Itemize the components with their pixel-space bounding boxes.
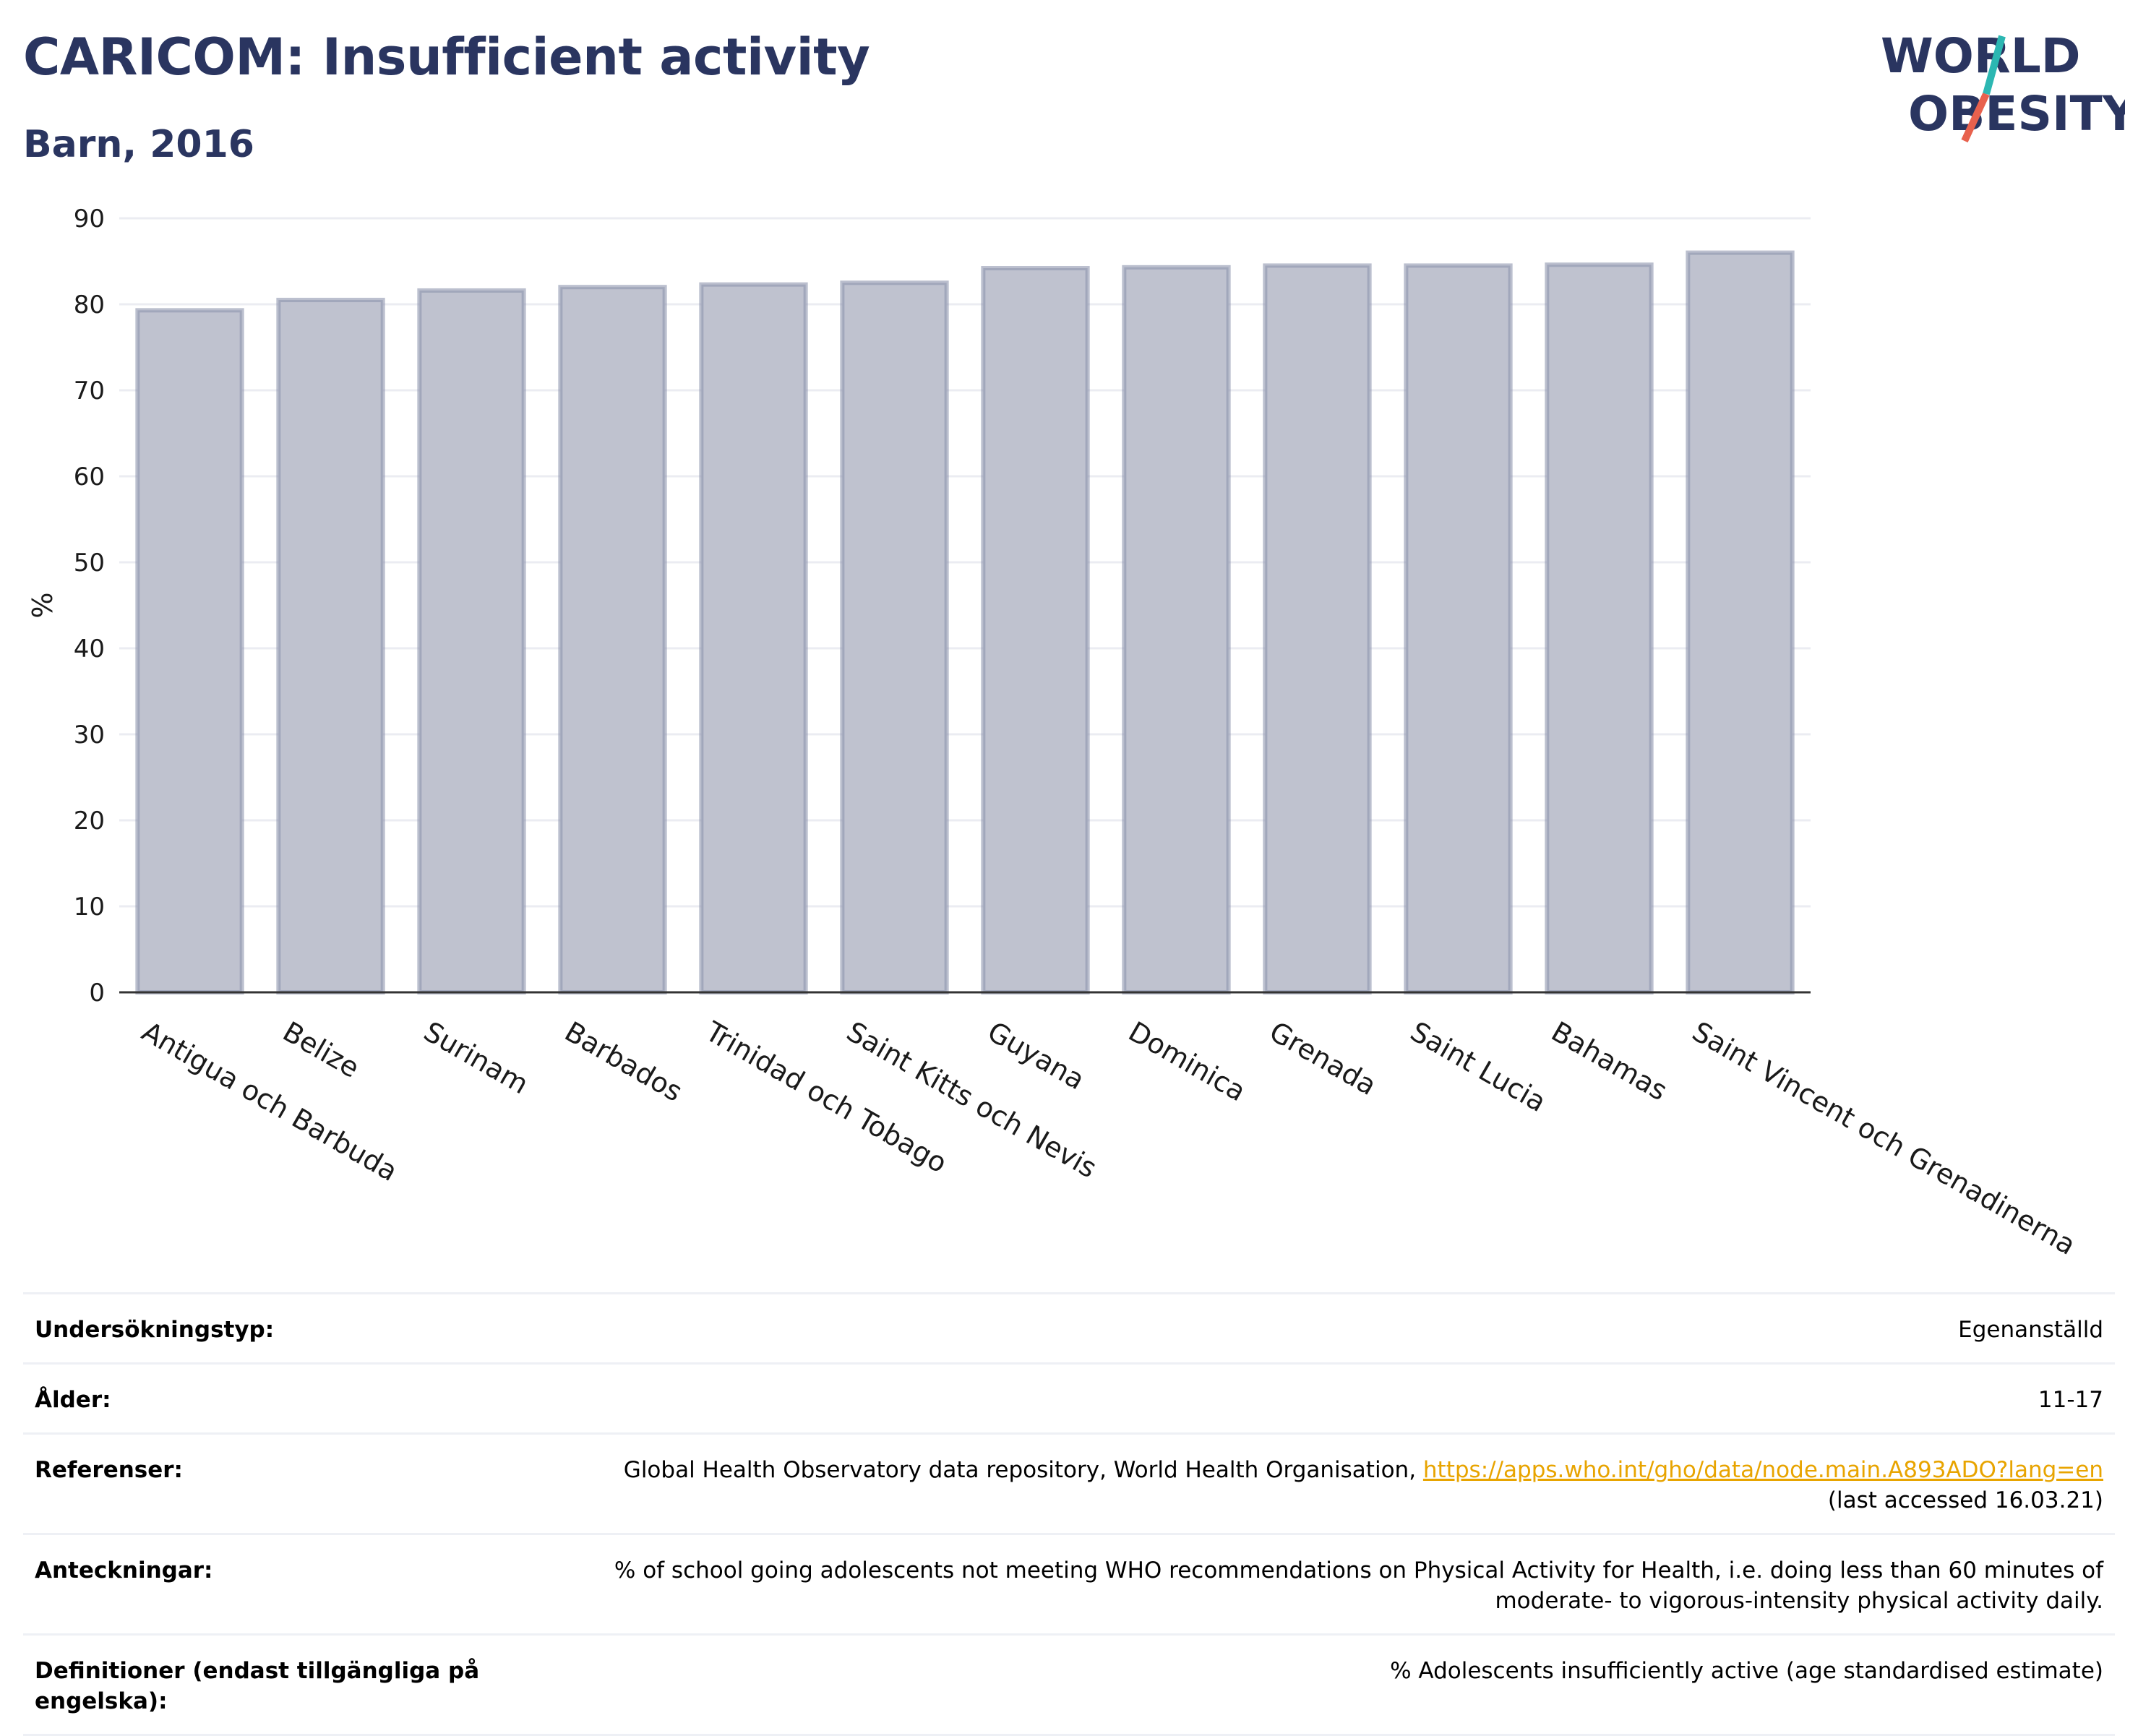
logo-line1: WORLD: [1881, 28, 2081, 84]
reference-text: Global Health Observatory data repositor…: [623, 1457, 1417, 1483]
bar[interactable]: [1545, 262, 1654, 994]
grid-lines: [119, 217, 1811, 908]
reference-link[interactable]: https://apps.who.int/gho/data/node.main.…: [1422, 1457, 2103, 1483]
y-tick-label: 80: [74, 291, 105, 319]
x-tick-label: Antigua och Barbuda: [137, 1015, 403, 1187]
info-row-age: Ålder: 11-17: [23, 1362, 2115, 1432]
x-tick-label: Surinam: [418, 1015, 534, 1100]
chart-subtitle: Barn, 2016: [23, 123, 254, 166]
info-row-references: Referenser: Global Health Observatory da…: [23, 1432, 2115, 1533]
y-tick-label: 0: [89, 979, 105, 1007]
bar[interactable]: [1404, 263, 1513, 994]
x-tick-label: Saint Vincent och Grenadinerna: [1687, 1015, 2081, 1261]
info-key: Undersökningstyp:: [35, 1317, 275, 1343]
info-key: Anteckningar:: [35, 1557, 213, 1584]
bar[interactable]: [1122, 265, 1231, 994]
bar[interactable]: [1263, 263, 1372, 994]
x-tick-label: Guyana: [982, 1015, 1090, 1096]
info-key: Ålder:: [35, 1387, 111, 1413]
bar[interactable]: [981, 266, 1090, 994]
info-row-survey-type: Undersökningstyp: Egenanställd: [23, 1292, 2115, 1362]
bar[interactable]: [699, 282, 808, 994]
x-tick-label: Saint Kitts och Nevis: [841, 1015, 1102, 1185]
info-table: Undersökningstyp: Egenanställd Ålder: 11…: [23, 1292, 2115, 1736]
y-tick-label: 50: [74, 549, 105, 577]
logo-slash-teal: [1983, 35, 2006, 95]
info-key: Referenser:: [35, 1457, 183, 1483]
bar[interactable]: [135, 308, 244, 994]
bar[interactable]: [1686, 250, 1795, 995]
x-tick-label: Trinidad och Tobago: [700, 1015, 952, 1179]
x-tick-label: Bahamas: [1546, 1015, 1673, 1107]
chart-title: CARICOM: Insufficient activity: [23, 27, 870, 87]
bar[interactable]: [417, 288, 526, 994]
y-tick-label: 30: [74, 721, 105, 749]
info-key: Definitioner (endast tillgängliga på eng…: [35, 1658, 480, 1714]
info-value: 11-17: [2038, 1387, 2103, 1413]
y-axis-ticks: 0 10 20 30 40 50 60 70 80 90: [74, 205, 105, 1007]
info-row-notes: Anteckningar: % of school going adolesce…: [23, 1533, 2115, 1633]
info-value: Egenanställd: [1958, 1317, 2103, 1343]
info-value: Global Health Observatory data repositor…: [497, 1455, 2103, 1516]
x-tick-label: Dominica: [1123, 1015, 1251, 1108]
world-obesity-logo: WORLD OBESITY: [1881, 28, 2125, 143]
x-tick-label: Belize: [278, 1015, 365, 1084]
y-axis-label: %: [27, 592, 59, 618]
x-tick-label: Saint Lucia: [1405, 1015, 1551, 1118]
info-row-definitions: Definitioner (endast tillgängliga på eng…: [23, 1633, 2115, 1736]
info-value: % of school going adolescents not meetin…: [614, 1557, 2103, 1614]
logo-slash-red: [1961, 92, 1990, 143]
bar[interactable]: [558, 285, 667, 994]
y-tick-label: 90: [74, 205, 105, 233]
x-tick-label: Grenada: [1264, 1015, 1382, 1101]
y-tick-label: 70: [74, 377, 105, 405]
reference-accessed: (last accessed 16.03.21): [1827, 1487, 2103, 1513]
x-tick-label: Barbados: [559, 1015, 688, 1108]
y-tick-label: 60: [74, 463, 105, 491]
y-tick-label: 20: [74, 807, 105, 835]
logo-line2: OBESITY: [1908, 86, 2125, 142]
info-value: % Adolescents insufficiently active (age…: [1390, 1658, 2103, 1684]
y-tick-label: 10: [74, 893, 105, 921]
bars: [135, 250, 1795, 995]
bar[interactable]: [840, 280, 949, 994]
y-tick-label: 40: [74, 635, 105, 663]
bar[interactable]: [276, 298, 385, 994]
